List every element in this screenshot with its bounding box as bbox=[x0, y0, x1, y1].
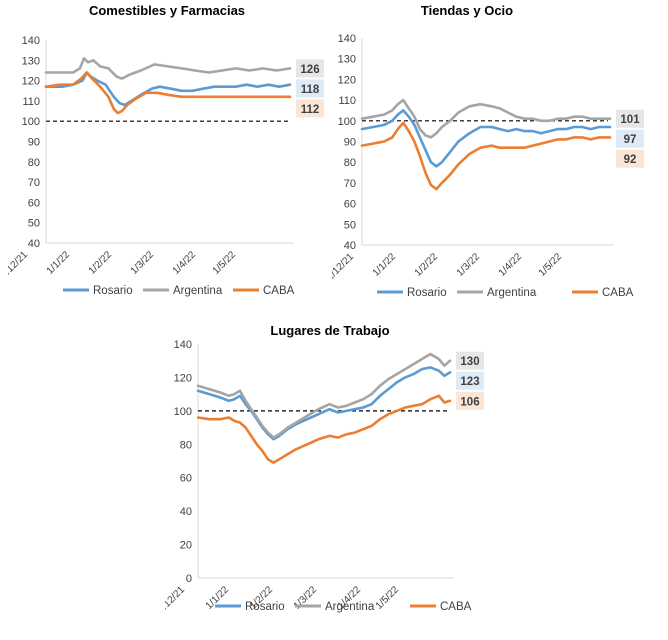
x-tick-label: 1/5/22 bbox=[374, 584, 402, 612]
chart-lugares-svg: Lugares de Trabajo 0 20 40 60 80 100 120 140 1/12… bbox=[165, 323, 484, 616]
y-tick-label: 110 bbox=[338, 95, 356, 107]
end-label-caba: 106 bbox=[460, 396, 479, 408]
series-line-rosario bbox=[360, 109, 612, 168]
end-label-box-caba bbox=[456, 391, 484, 410]
x-tick-label: 1/2/22 bbox=[413, 251, 441, 279]
y-tick-label: 80 bbox=[344, 157, 356, 169]
series-line-caba bbox=[44, 71, 292, 115]
legend-label-argentina: Argentina bbox=[487, 287, 537, 299]
x-tick-label: 1/3/22 bbox=[292, 584, 320, 612]
y-tick-label: 80 bbox=[180, 439, 192, 451]
chart-title: Lugares de Trabajo bbox=[270, 323, 389, 338]
y-tick-label: 120 bbox=[338, 74, 356, 86]
y-tick-label: 40 bbox=[344, 240, 356, 252]
y-tick-label: 90 bbox=[344, 137, 356, 149]
series-line-argentina bbox=[360, 98, 612, 139]
end-label-rosario: 97 bbox=[624, 134, 637, 146]
y-tick-label: 20 bbox=[180, 540, 192, 552]
legend-label-caba: CABA bbox=[440, 601, 472, 613]
chart-comestibles-svg: Comestibles y Farmacias 40 50 60 70 80 90 100 11… bbox=[8, 3, 324, 297]
end-label-box-caba bbox=[616, 149, 644, 168]
end-label-rosario: 123 bbox=[460, 376, 479, 388]
y-tick-label: 70 bbox=[28, 177, 40, 189]
y-tick-label: 60 bbox=[180, 473, 192, 485]
end-label-argentina: 130 bbox=[460, 356, 479, 368]
y-tick-label: 130 bbox=[338, 54, 356, 66]
y-tick-label: 100 bbox=[174, 406, 192, 418]
x-tick-label: 1/5/22 bbox=[211, 249, 239, 277]
y-tick-label: 120 bbox=[174, 372, 192, 384]
chart-title: Tiendas y Ocio bbox=[421, 3, 513, 18]
end-label-caba: 112 bbox=[301, 104, 320, 116]
end-label-box-rosario bbox=[616, 129, 644, 148]
y-tick-label: 100 bbox=[338, 116, 356, 128]
y-tick-label: 40 bbox=[28, 238, 40, 250]
x-tick-label: 1/1/22 bbox=[371, 251, 399, 279]
legend-label-caba: CABA bbox=[263, 285, 295, 297]
legend-label-rosario: Rosario bbox=[245, 601, 285, 613]
end-label-box-argentina bbox=[456, 351, 484, 370]
x-tick-label: 1/12/21 bbox=[8, 249, 30, 281]
x-tick-label: 1/1/22 bbox=[45, 249, 73, 277]
series-line-argentina bbox=[44, 56, 292, 80]
x-tick-label: 1/3/22 bbox=[455, 251, 483, 279]
chart-tiendas: Tiendas y Ocio 40 50 60 70 80 90 100 110 120 130 14… bbox=[332, 0, 662, 308]
y-tick-label: 50 bbox=[28, 218, 40, 230]
y-tick-label: 60 bbox=[344, 199, 356, 211]
chart-lugares: Lugares de Trabajo 0 20 40 60 80 100 120 140 1/12… bbox=[165, 320, 495, 632]
end-label-box-rosario bbox=[296, 79, 324, 98]
x-tick-label: 1/2/22 bbox=[87, 249, 115, 277]
legend-label-argentina: Argentina bbox=[325, 601, 375, 613]
x-tick-label: 1/5/22 bbox=[537, 251, 565, 279]
end-label-argentina: 101 bbox=[620, 114, 640, 126]
y-tick-label: 140 bbox=[338, 33, 356, 45]
end-label-caba: 92 bbox=[624, 154, 637, 166]
chart-title: Comestibles y Farmacias bbox=[89, 3, 245, 18]
chart-comestibles: Comestibles y Farmacias 40 50 60 70 80 90 100 11… bbox=[8, 0, 326, 308]
y-tick-label: 110 bbox=[22, 96, 40, 108]
y-tick-label: 140 bbox=[22, 35, 40, 47]
x-tick-label: 1/4/22 bbox=[171, 249, 199, 277]
end-label-box-argentina bbox=[296, 59, 324, 78]
y-tick-label: 0 bbox=[186, 573, 192, 585]
y-tick-label: 120 bbox=[22, 76, 40, 88]
end-label-box-caba bbox=[296, 99, 324, 118]
y-tick-label: 60 bbox=[28, 197, 40, 209]
legend-label-rosario: Rosario bbox=[407, 287, 447, 299]
series-line-caba bbox=[196, 394, 452, 464]
y-tick-label: 80 bbox=[28, 157, 40, 169]
x-tick-label: 1/12/21 bbox=[332, 251, 356, 283]
x-tick-label: 1/1/22 bbox=[204, 584, 232, 612]
end-label-box-rosario bbox=[456, 371, 484, 390]
x-tick-label: 1/4/22 bbox=[497, 251, 525, 279]
series-line-caba bbox=[360, 121, 612, 191]
y-tick-label: 70 bbox=[344, 178, 356, 190]
chart-tiendas-svg: Tiendas y Ocio 40 50 60 70 80 90 100 110 120 130 14… bbox=[332, 3, 644, 299]
end-label-rosario: 118 bbox=[301, 84, 320, 96]
x-tick-label: 1/12/21 bbox=[165, 584, 187, 616]
series-line-rosario bbox=[196, 366, 452, 441]
y-tick-label: 50 bbox=[344, 219, 356, 231]
series-line-argentina bbox=[196, 352, 452, 439]
y-tick-label: 100 bbox=[22, 116, 40, 128]
end-label-box-argentina bbox=[616, 109, 644, 128]
legend-label-caba: CABA bbox=[602, 287, 634, 299]
y-tick-label: 90 bbox=[28, 137, 40, 149]
y-tick-label: 130 bbox=[22, 55, 40, 67]
legend-label-argentina: Argentina bbox=[173, 285, 223, 297]
end-label-argentina: 126 bbox=[300, 64, 319, 76]
x-tick-label: 1/3/22 bbox=[129, 249, 157, 277]
legend-label-rosario: Rosario bbox=[93, 285, 133, 297]
y-tick-label: 40 bbox=[180, 506, 192, 518]
y-tick-label: 140 bbox=[174, 339, 192, 351]
